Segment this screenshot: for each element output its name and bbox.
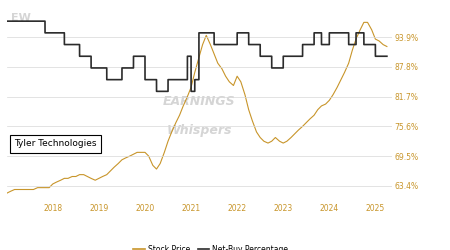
Text: Whispers: Whispers xyxy=(166,124,232,137)
Text: EW: EW xyxy=(11,13,31,23)
Text: Tyler Technologies: Tyler Technologies xyxy=(14,140,97,148)
Legend: Stock Price, Net-Buy Percentage: Stock Price, Net-Buy Percentage xyxy=(130,242,291,250)
Text: EARNINGS: EARNINGS xyxy=(163,94,235,108)
